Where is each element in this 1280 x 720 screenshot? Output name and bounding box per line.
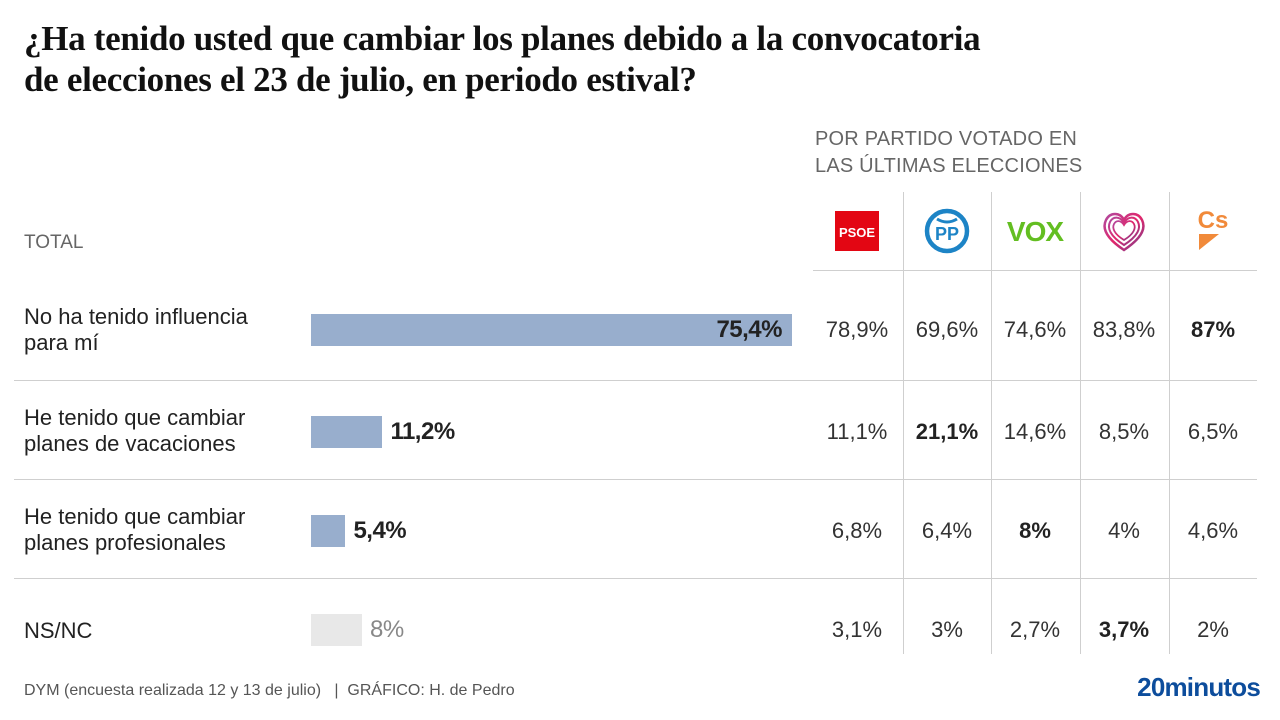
party-value-cell: 8,5%: [1098, 419, 1150, 444]
title-line-1: ¿Ha tenido usted que cambiar los planes …: [24, 19, 981, 58]
row-label-line: planes de vacaciones: [24, 431, 236, 456]
total-bar: [311, 416, 383, 448]
subhead-line-2: LAS ÚLTIMAS ELECCIONES: [815, 155, 1083, 177]
row-label-no-influence: No ha tenido influencia para mí: [24, 304, 304, 356]
row-label-line: planes profesionales: [24, 530, 226, 555]
header-divider: [813, 270, 1257, 271]
column-divider: [1169, 192, 1170, 654]
party-value-cell: 83,8%: [1092, 317, 1156, 342]
party-value-cell: 6,5%: [1187, 419, 1239, 444]
cs-logo-icon: Cs: [1169, 205, 1257, 257]
party-value-cell: 74,6%: [1003, 317, 1067, 342]
total-value-label: 11,2%: [390, 418, 455, 445]
party-value-cell: 3%: [931, 617, 963, 642]
row-label-professional-plans: He tenido que cambiar planes profesional…: [24, 504, 304, 556]
subhead-line-1: POR PARTIDO VOTADO EN: [815, 128, 1078, 150]
party-value-cell: 69,6%: [915, 317, 979, 342]
row-label-line: NS/NC: [24, 618, 93, 643]
row-divider: [14, 380, 1257, 381]
column-divider: [1080, 192, 1081, 654]
row-label-line: para mí: [24, 330, 99, 355]
total-value-label: 75,4%: [716, 316, 782, 343]
party-breakdown-heading: POR PARTIDO VOTADO EN LAS ÚLTIMAS ELECCI…: [815, 126, 1082, 180]
row-label-ns-nc: NS/NC: [24, 618, 304, 644]
party-value-cell: 2%: [1197, 617, 1229, 642]
svg-text:PSOE: PSOE: [839, 225, 875, 240]
total-column-label: TOTAL: [24, 232, 84, 253]
chart-title: ¿Ha tenido usted que cambiar los planes …: [24, 18, 1224, 100]
column-divider: [991, 192, 992, 654]
psoe-logo-icon: PSOE: [813, 205, 901, 257]
party-value-cell: 14,6%: [1003, 419, 1067, 444]
title-line-2: de elecciones el 23 de julio, en periodo…: [24, 60, 697, 99]
party-value-cell: 6,4%: [921, 518, 973, 543]
party-value-cell: 87%: [1190, 317, 1236, 342]
source-text: DYM (encuesta realizada 12 y 13 de julio…: [24, 682, 515, 699]
party-value-cell: 8%: [1019, 518, 1051, 543]
row-label-line: He tenido que cambiar: [24, 405, 246, 430]
row-divider: [14, 578, 1257, 579]
total-bar: [311, 515, 346, 547]
vox-logo-icon: VOX: [991, 205, 1079, 257]
row-label-line: No ha tenido influencia: [24, 304, 248, 329]
pp-logo-icon: PP: [903, 205, 991, 257]
party-value-cell: 6,8%: [831, 518, 883, 543]
column-divider: [903, 192, 904, 654]
row-label-line: He tenido que cambiar: [24, 504, 246, 529]
party-value-cell: 4%: [1108, 518, 1140, 543]
total-bar: [311, 614, 363, 646]
total-value-label: 8%: [370, 616, 404, 643]
svg-text:VOX: VOX: [1007, 216, 1064, 246]
party-value-cell: 4,6%: [1187, 518, 1239, 543]
party-value-cell: 11,1%: [826, 419, 888, 444]
party-value-cell: 3,7%: [1098, 617, 1150, 642]
source-credit: DYM (encuesta realizada 12 y 13 de julio…: [24, 682, 515, 700]
sumar-heart-logo-icon: [1080, 205, 1168, 257]
svg-text:Cs: Cs: [1198, 207, 1229, 234]
party-value-cell: 3,1%: [831, 617, 883, 642]
party-value-cell: 21,1%: [915, 419, 979, 444]
brand-logo: 20minutos: [1137, 672, 1261, 702]
row-divider: [14, 479, 1257, 480]
svg-text:PP: PP: [935, 224, 959, 244]
total-bar: [311, 314, 792, 346]
total-value-label: 5,4%: [353, 517, 407, 544]
row-label-vacation-plans: He tenido que cambiar planes de vacacion…: [24, 405, 304, 457]
party-value-cell: 78,9%: [825, 317, 889, 342]
party-value-cell: 2,7%: [1009, 617, 1061, 642]
